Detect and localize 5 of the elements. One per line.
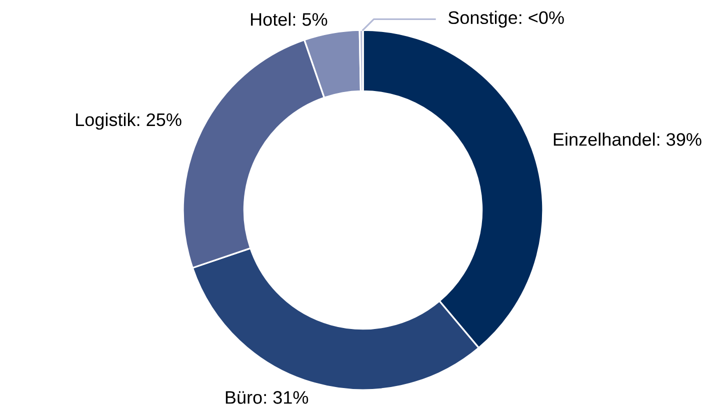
slice-label: Sonstige: <0%	[448, 10, 564, 28]
slice-label: Logistik: 25%	[76, 112, 182, 130]
slice-label: Büro: 31%	[226, 391, 308, 404]
slice-label: Hotel: 5%	[251, 12, 328, 26]
slice-label: Einzelhandel: 39%	[554, 132, 702, 146]
